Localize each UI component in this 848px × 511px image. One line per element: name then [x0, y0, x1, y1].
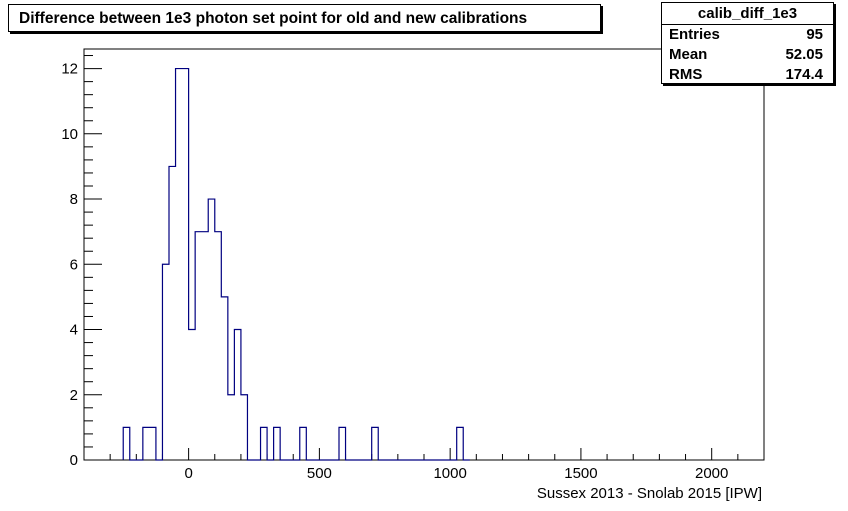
- plot-frame: [83, 48, 765, 461]
- entries-value: 95: [806, 26, 823, 43]
- y-tick-label: 12: [61, 61, 78, 78]
- y-tick-label: 8: [70, 191, 78, 208]
- y-tick-label: 4: [70, 322, 78, 339]
- y-tick-label: 2: [70, 387, 78, 404]
- y-tick-label: 6: [70, 256, 78, 273]
- x-tick-label: 2000: [695, 465, 728, 482]
- entries-label: Entries: [669, 26, 720, 43]
- stats-box: calib_diff_1e3 Entries 95 Mean 52.05 RMS…: [661, 2, 834, 84]
- y-tick-label: 10: [61, 126, 78, 143]
- chart-title: Difference between 1e3 photon set point …: [19, 10, 528, 27]
- histogram-line: [122, 67, 470, 461]
- stats-row-mean: Mean 52.05: [662, 45, 833, 65]
- x-axis-title: Sussex 2013 - Snolab 2015 [IPW]: [537, 485, 762, 502]
- x-tick-label: 500: [307, 465, 332, 482]
- mean-value: 52.05: [785, 46, 823, 63]
- mean-label: Mean: [669, 46, 708, 63]
- rms-value: 174.4: [785, 66, 823, 83]
- rms-label: RMS: [669, 66, 703, 83]
- stats-row-rms: RMS 174.4: [662, 65, 833, 85]
- x-tick-label: 1000: [433, 465, 466, 482]
- x-tick-label: 0: [184, 465, 192, 482]
- stats-row-entries: Entries 95: [662, 25, 833, 45]
- stats-title: calib_diff_1e3: [662, 3, 833, 25]
- y-tick-label: 0: [70, 452, 78, 469]
- axis-ticks: [84, 55, 765, 461]
- chart-title-box: Difference between 1e3 photon set point …: [8, 4, 601, 32]
- x-tick-label: 1500: [564, 465, 597, 482]
- axis-tick-labels: 0 500 1000 1500 2000 0 2 4 6 8 10 12: [61, 61, 728, 482]
